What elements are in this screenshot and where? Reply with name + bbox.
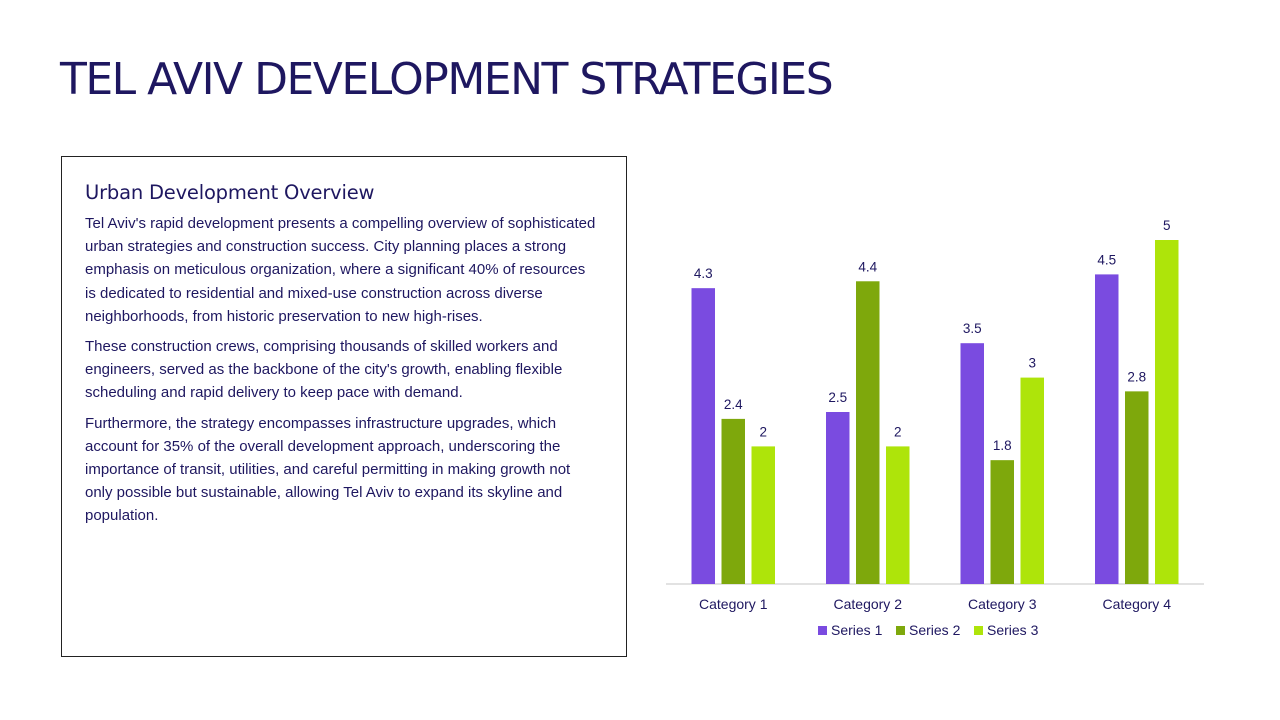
data-label: 4.3: [694, 266, 713, 281]
bar-series-2: [990, 460, 1014, 584]
data-label: 2.5: [828, 390, 847, 405]
bar-series-3: [886, 446, 910, 584]
category-label: Category 4: [1103, 596, 1172, 612]
overview-paragraph: Furthermore, the strategy encompasses in…: [85, 414, 571, 525]
bar-series-2: [856, 281, 880, 584]
bar-series-3: [751, 446, 775, 584]
bar-series-2: [1125, 391, 1149, 584]
overview-paragraph: These construction crews, comprising tho…: [85, 338, 563, 402]
overview-heading: Urban Development Overview: [85, 181, 375, 204]
data-label: 2: [894, 424, 902, 439]
data-label: 1.8: [993, 438, 1012, 453]
legend-label: Series 3: [987, 622, 1039, 638]
legend-label: Series 2: [909, 622, 961, 638]
bar-series-1: [1095, 274, 1119, 584]
category-label: Category 3: [968, 596, 1037, 612]
bar-series-1: [960, 343, 984, 584]
data-label: 2.4: [724, 397, 743, 412]
bar-series-2: [721, 418, 745, 584]
legend-label: Series 1: [831, 622, 883, 638]
slide-title: TEL AVIV DEVELOPMENT STRATEGIES: [60, 54, 834, 105]
category-label: Category 2: [834, 596, 903, 612]
data-label: 3.5: [963, 321, 982, 336]
data-label: 4.4: [858, 259, 877, 274]
data-label: 4.5: [1097, 252, 1116, 267]
data-label: 3: [1028, 356, 1036, 371]
legend-swatch: [974, 626, 983, 635]
data-label: 5: [1163, 218, 1171, 233]
legend-swatch: [818, 626, 827, 635]
legend-swatch: [896, 626, 905, 635]
overview-paragraph: Tel Aviv's rapid development presents a …: [85, 215, 596, 325]
category-label: Category 1: [699, 596, 768, 612]
bar-series-3: [1155, 240, 1179, 584]
bar-chart: 4.3 2.4 2 Category 1 2.5 4.4 2 Category 2 3.5 1.8…: [666, 218, 1204, 638]
bar-series-1: [691, 288, 715, 584]
bar-series-3: [1020, 377, 1044, 584]
bar-series-1: [826, 412, 850, 584]
overview-text-box: Urban Development Overview Tel Aviv's ra…: [61, 156, 627, 657]
data-label: 2.8: [1127, 369, 1146, 384]
data-label: 2: [759, 424, 767, 439]
